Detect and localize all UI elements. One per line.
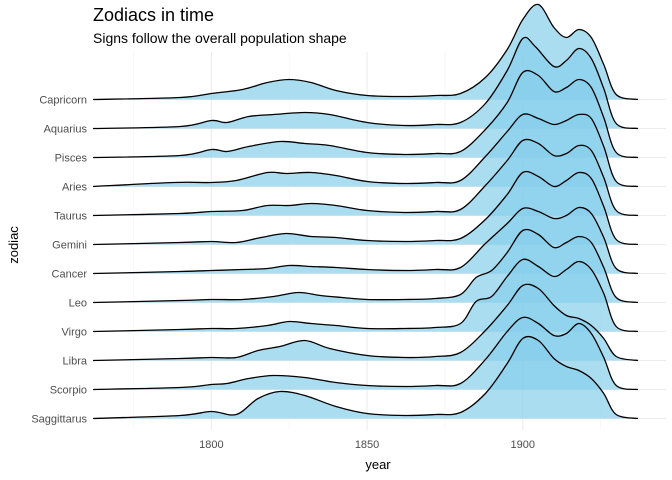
ridge-line-cancer [92,206,639,275]
x-tick-label-1850: 1850 [355,439,379,451]
ridge-line-aries [92,113,639,188]
ridge-line-capricorn [92,3,639,101]
y-tick-label-taurus: Taurus [54,211,88,223]
y-tick-label-saggittarus: Saggittarus [31,414,87,426]
y-axis-tick-labels: Capricorn Aquarius Pisces Aries Taurus Gemini… [31,95,88,426]
ridge-area-taurus [93,139,638,216]
ridge-area-gemini [93,171,638,245]
ridges [92,3,639,420]
y-axis-title: zodiac [6,226,21,264]
ridge-line-virgo [92,258,639,333]
ridge-line-libra [92,283,639,362]
chart-title: Zodiacs in time [93,5,214,25]
ridge-line-scorpio [92,316,639,391]
ridge-line-aquarius [92,36,639,130]
ridge-area-cancer [93,207,638,274]
ridge-area-capricorn [93,4,638,100]
x-axis-title: year [365,457,391,472]
y-tick-label-leo: Leo [69,298,87,310]
y-tick-label-gemini: Gemini [52,240,87,252]
y-tick-label-aquarius: Aquarius [44,124,88,136]
chart-subtitle: Signs follow the overall population shap… [93,30,347,46]
y-tick-label-aries: Aries [62,182,88,194]
ridge-line-saggittarus [92,335,639,420]
ridge-line-gemini [92,170,639,246]
ridge-line-pisces [92,69,639,159]
y-tick-label-libra: Libra [63,356,88,368]
ridge-line-leo [92,228,639,304]
x-tick-label-1800: 1800 [199,439,223,451]
x-axis-tick-labels: 1800 1850 1900 [199,439,535,451]
x-tick-label-1900: 1900 [511,439,535,451]
ridge-area-saggittarus [93,336,638,419]
ridge-area-pisces [93,70,638,158]
y-tick-label-virgo: Virgo [62,327,87,339]
y-tick-label-cancer: Cancer [52,269,88,281]
y-tick-label-capricorn: Capricorn [39,95,87,107]
ridge-line-taurus [92,138,639,217]
y-tick-label-pisces: Pisces [55,153,88,165]
y-tick-label-scorpio: Scorpio [50,385,87,397]
ridge-area-aquarius [93,37,638,129]
